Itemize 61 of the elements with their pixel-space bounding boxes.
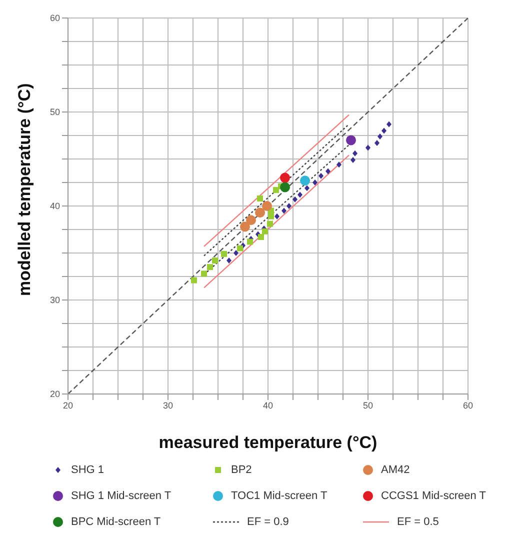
point	[258, 234, 264, 240]
point	[304, 185, 310, 192]
point	[207, 264, 213, 270]
point	[326, 168, 330, 174]
point	[247, 238, 253, 245]
y-tick-label: 50	[50, 107, 60, 118]
point	[191, 277, 197, 284]
y-axis-title: modelled temperature (°C)	[15, 83, 34, 296]
point	[336, 162, 342, 168]
point	[267, 220, 273, 227]
point	[318, 172, 324, 179]
point	[240, 222, 250, 232]
legend-label: BPC Mid-screen T	[71, 516, 161, 528]
point	[378, 133, 382, 140]
x-tick-label: 40	[262, 400, 274, 410]
legend-label: CCGS1 Mid-screen T	[381, 490, 486, 502]
point	[346, 135, 356, 146]
legend-label: SHG 1	[71, 464, 104, 476]
point	[262, 228, 268, 234]
legend-label: EF = 0.9	[247, 516, 289, 528]
y-tick-label: 60	[50, 13, 60, 24]
point	[221, 250, 227, 257]
legend-label: SHG 1 Mid-screen T	[71, 490, 172, 502]
point	[257, 195, 263, 202]
x-tick-label: 60	[462, 400, 474, 410]
point	[352, 150, 358, 156]
point	[292, 196, 298, 202]
legend-label: EF = 0.5	[397, 516, 439, 528]
point	[268, 213, 274, 220]
point	[280, 172, 290, 183]
point	[226, 258, 232, 264]
point	[273, 187, 279, 194]
point	[350, 156, 356, 163]
point	[280, 182, 290, 192]
point	[274, 213, 280, 220]
legend-label: TOC1 Mid-screen T	[231, 490, 328, 502]
y-tick-label: 30	[50, 295, 60, 306]
point	[386, 121, 392, 128]
point	[298, 192, 302, 198]
legend-label: BP2	[231, 464, 252, 476]
x-tick-label: 20	[62, 400, 74, 410]
point	[300, 176, 310, 186]
x-axis-title: measured temperature (°C)	[158, 433, 378, 452]
point	[312, 180, 318, 186]
x-tick-label: 30	[162, 400, 174, 410]
point	[374, 140, 380, 146]
x-tick-label: 50	[362, 400, 374, 410]
point	[255, 208, 265, 218]
point	[366, 144, 370, 151]
point	[237, 245, 243, 252]
point	[201, 270, 207, 277]
y-tick-label: 20	[50, 389, 60, 400]
y-tick-label: 40	[50, 201, 60, 212]
point	[282, 208, 286, 214]
point	[382, 128, 386, 134]
point	[286, 203, 292, 209]
point	[234, 250, 238, 256]
point	[212, 258, 218, 264]
legend-label: AM42	[381, 464, 410, 476]
point	[246, 215, 256, 226]
point	[262, 201, 272, 211]
